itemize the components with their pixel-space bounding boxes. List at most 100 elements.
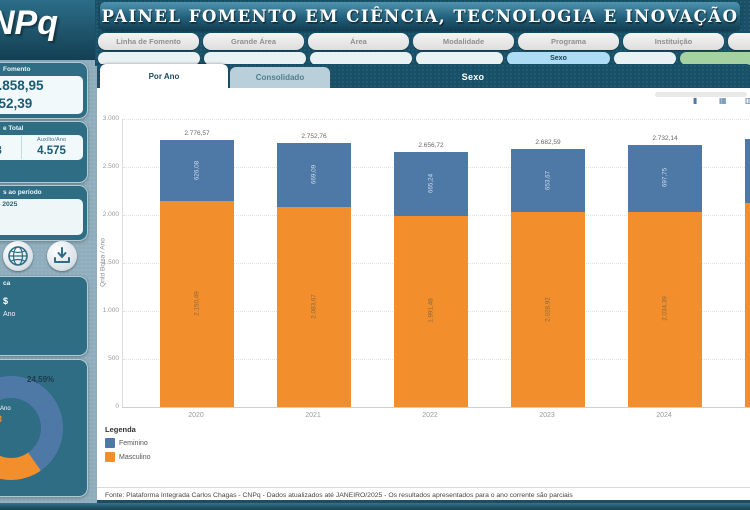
donut-percentage-label: 24,59%	[27, 375, 55, 384]
filter-tab-row2-2[interactable]	[204, 52, 306, 65]
bar-total-2023: 2.682,59	[535, 139, 561, 147]
legend-items: Feminino Masculino	[105, 438, 151, 462]
filter-tab-row1-5[interactable]: Programa	[518, 33, 619, 50]
panel-donut: 24,59% / Ano 3	[0, 359, 88, 497]
globe-icon	[8, 246, 28, 266]
filter-tab-row2-3[interactable]	[310, 52, 412, 65]
metrics-line-2: Ano	[3, 311, 16, 318]
title-bar: PAINEL FOMENTO EM CIÊNCIA, TECNOLOGIA E …	[100, 2, 740, 30]
globe-button[interactable]	[3, 241, 33, 271]
cnpq-logo-text: NPq	[0, 4, 58, 42]
bar-label-masculino-2020: 2.150,49	[193, 291, 201, 316]
y-tick-3.000: 3.000	[102, 115, 119, 122]
download-button[interactable]	[47, 241, 77, 271]
bar-label-masculino-2023: 2.028,92	[544, 296, 552, 322]
x-label-2022: 2022	[422, 412, 438, 419]
view-control-icon-1[interactable]: ▮	[693, 96, 698, 105]
total-col2-header: Auxílio/Ano	[36, 137, 67, 143]
filter-tab-row1-7[interactable]	[728, 33, 750, 50]
legend-title: Legenda	[105, 425, 136, 434]
bar-feminino-2023[interactable]	[511, 149, 585, 213]
bar-feminino-2022[interactable]	[394, 151, 468, 216]
chart-card: ▮ ▦ ▥ Qntd Bolsa / Ano 2.150,49 626,08 2.7…	[97, 88, 750, 503]
source-footer: Fonte: Plataforma Integrada Carlos Chaga…	[97, 487, 750, 499]
fomento-value-1: 0.858,95	[0, 78, 44, 93]
bar-masculino-2023[interactable]	[511, 212, 585, 407]
bar-label-feminino-2024: 697,75	[661, 168, 669, 188]
bottom-band	[0, 503, 750, 510]
panel-fomento-box: 0.858,95 652,39	[0, 76, 83, 115]
filter-tab-row2-1[interactable]	[98, 52, 200, 65]
donut-center-label-2: 3	[0, 414, 2, 424]
tab-consolidado-label: Consolidado	[255, 73, 305, 82]
plot-area: 2.150,49 626,08 2.776,57 2.083,67 669,09 2.75…	[122, 119, 750, 408]
filter-tab-row2-6[interactable]	[614, 52, 676, 65]
bar-label-masculino-2022: 1.991,48	[427, 298, 435, 324]
bar-feminino-2024[interactable]	[628, 144, 702, 212]
sidebar: NPq Fomento 0.858,95 652,39 e Total no 1…	[0, 0, 95, 510]
x-label-2021: 2021	[305, 412, 321, 419]
chart-legend: Legenda Feminino Masculino	[105, 425, 151, 462]
filter-tab-row2-7[interactable]	[680, 52, 750, 65]
total-col2-value: 4.575	[37, 145, 66, 157]
feminino-swatch-icon	[105, 438, 115, 448]
panel-total-header: e Total	[3, 125, 24, 132]
bar-label-masculino-2024: 2.034,39	[661, 296, 669, 322]
bar-feminino-2025[interactable]	[745, 138, 750, 203]
filter-tab-row1-3[interactable]: Área	[308, 33, 409, 50]
bar-label-masculino-2021: 2.083,67	[310, 294, 318, 319]
y-tick-1.500: 1.500	[102, 259, 119, 266]
y-tick-2.000: 2.000	[102, 211, 119, 218]
gridline-3.000	[123, 119, 750, 120]
bar-total-2022: 2.656,72	[418, 141, 444, 149]
panel-fomento: Fomento 0.858,95 652,39	[0, 62, 88, 119]
legend-label-masculino: Masculino	[119, 453, 151, 461]
y-tick-2.500: 2.500	[102, 163, 119, 170]
metrics-line-1: $	[3, 296, 9, 306]
bar-feminino-2021[interactable]	[277, 142, 351, 207]
bar-masculino-2021[interactable]	[277, 206, 351, 407]
panel-metrics: ca $ Ano	[0, 276, 88, 356]
bar-masculino-2020[interactable]	[160, 200, 234, 407]
donut-center-label-1: / Ano	[0, 406, 11, 412]
view-control-icon-2[interactable]: ▦	[719, 96, 727, 105]
legend-item-feminino[interactable]: Feminino	[105, 438, 151, 448]
panel-periodo: s ao período 024 2025	[0, 185, 88, 241]
tab-consolidado[interactable]: Consolidado	[230, 67, 330, 88]
bar-feminino-2020[interactable]	[160, 140, 234, 201]
tab-por-ano[interactable]: Por Ano	[100, 64, 228, 88]
panel-total-box: no 13 Auxílio/Ano 4.575	[0, 135, 83, 160]
y-tick-500: 500	[108, 355, 119, 362]
chart-panel-title: Sexo	[430, 64, 516, 90]
panel-total: e Total no 13 Auxílio/Ano 4.575	[0, 121, 88, 183]
legend-item-masculino[interactable]: Masculino	[105, 452, 151, 462]
scroll-handle[interactable]	[655, 92, 747, 97]
total-col1-header: no	[0, 137, 19, 143]
x-label-2020: 2020	[188, 412, 204, 419]
bar-masculino-2022[interactable]	[394, 215, 468, 407]
periodo-years[interactable]: 024 2025	[0, 199, 83, 235]
panel-periodo-header: s ao período	[3, 189, 42, 196]
filter-tabs-row2: Sexo	[98, 52, 750, 65]
bar-total-2024: 2.732,14	[652, 134, 678, 142]
filter-tab-row1-2[interactable]: Grande Área	[203, 33, 304, 50]
view-control-icon-3[interactable]: ▥	[745, 96, 750, 105]
bar-masculino-2024[interactable]	[628, 211, 702, 407]
page-title: PAINEL FOMENTO EM CIÊNCIA, TECNOLOGIA E …	[101, 6, 739, 26]
bar-total-2020: 2.776,57	[184, 130, 210, 138]
bar-masculino-2025[interactable]	[745, 203, 750, 407]
filter-tab-sexo[interactable]: Sexo	[507, 52, 610, 65]
legend-label-feminino: Feminino	[119, 439, 148, 447]
filter-tab-row1-1[interactable]: Linha de Fomento	[98, 33, 199, 50]
filter-tabs-row1: Linha de Fomento Grande Área Área Modalidad…	[98, 33, 750, 50]
filter-tab-row1-4[interactable]: Modalidade	[413, 33, 514, 50]
masculino-swatch-icon	[105, 452, 115, 462]
y-tick-0: 0	[115, 403, 119, 410]
tab-por-ano-label: Por Ano	[148, 71, 180, 81]
panel-metrics-header: ca	[3, 280, 11, 287]
filter-tab-row1-6[interactable]: Instituição	[623, 33, 724, 50]
cnpq-logo: NPq	[0, 0, 95, 60]
filter-tab-row2-4[interactable]	[416, 52, 503, 65]
x-label-2024: 2024	[656, 412, 672, 419]
